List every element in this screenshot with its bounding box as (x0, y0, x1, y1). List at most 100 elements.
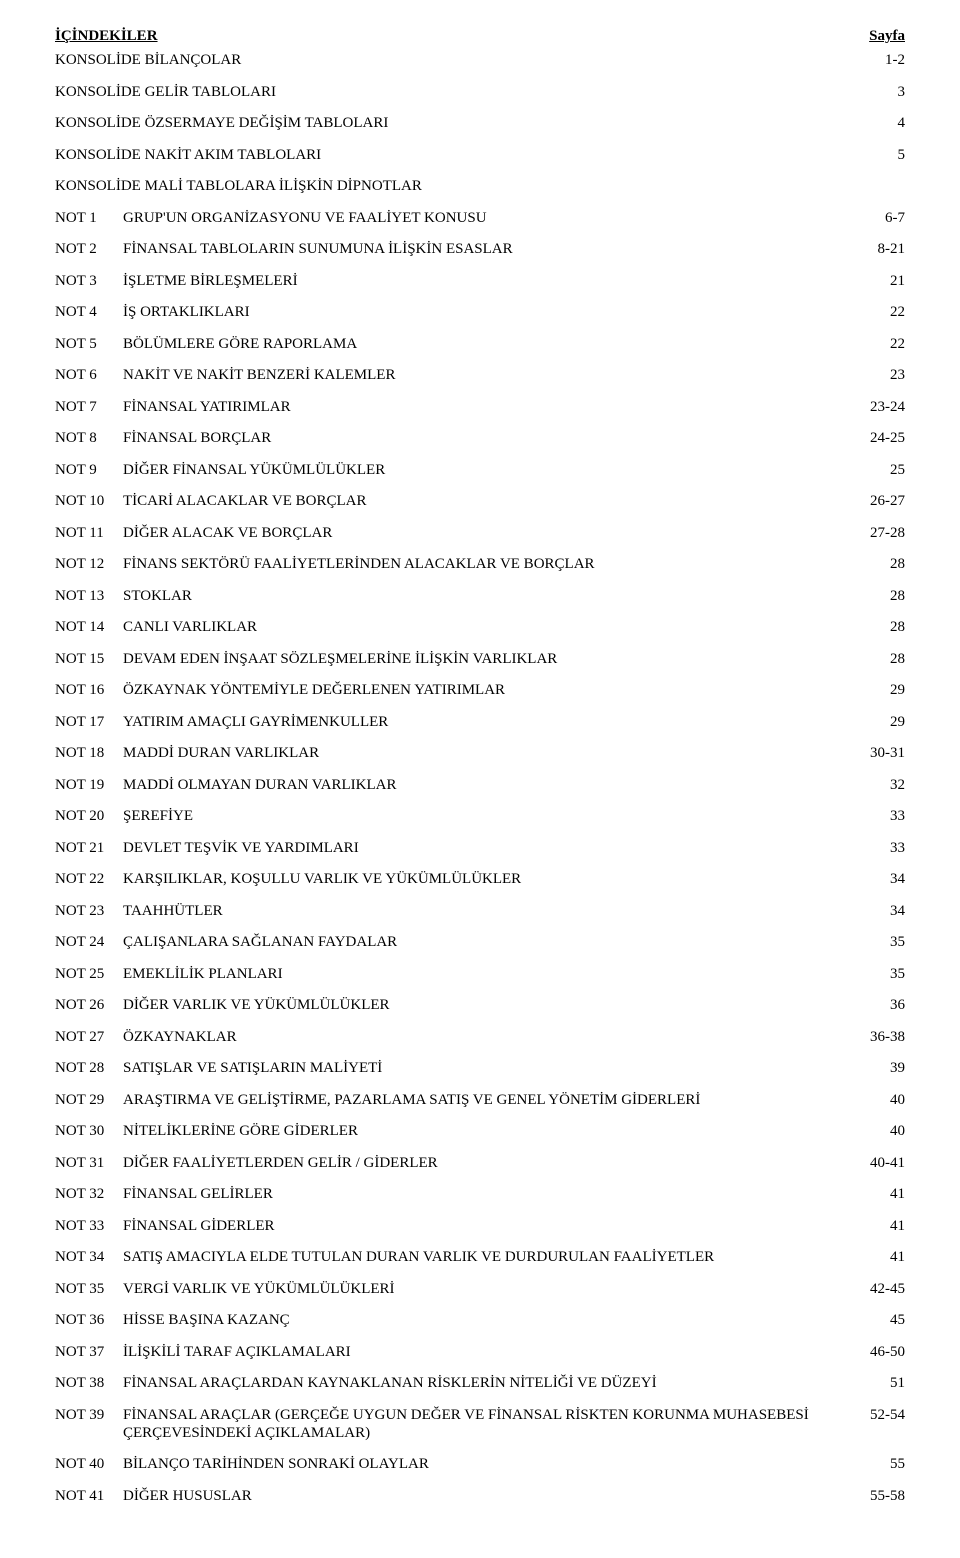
toc-entry: NOT 40BİLANÇO TARİHİNDEN SONRAKİ OLAYLAR… (55, 1455, 905, 1473)
toc-page: 29 (855, 681, 905, 699)
toc-page: 27-28 (855, 524, 905, 542)
toc-note-label: NOT 41 (55, 1487, 123, 1505)
toc-entry: NOT 4İŞ ORTAKLIKLARI22 (55, 303, 905, 321)
toc-page: 22 (855, 335, 905, 353)
toc-page: 41 (855, 1217, 905, 1235)
toc-title: TAAHHÜTLER (123, 902, 855, 920)
toc-title: KONSOLİDE ÖZSERMAYE DEĞİŞİM TABLOLARI (55, 114, 855, 132)
toc-entry: NOT 29ARAŞTIRMA VE GELİŞTİRME, PAZARLAMA… (55, 1091, 905, 1109)
toc-entry: NOT 1GRUP'UN ORGANİZASYONU VE FAALİYET K… (55, 209, 905, 227)
toc-page: 28 (855, 555, 905, 573)
toc-title: KONSOLİDE GELİR TABLOLARI (55, 83, 855, 101)
toc-page: 34 (855, 902, 905, 920)
toc-header: İÇİNDEKİLER Sayfa (55, 28, 905, 45)
toc-page: 22 (855, 303, 905, 321)
toc-title: DEVLET TEŞVİK VE YARDIMLARI (123, 839, 855, 857)
toc-title: EMEKLİLİK PLANLARI (123, 965, 855, 983)
toc-first-section: KONSOLİDE BİLANÇOLAR1-2KONSOLİDE GELİR T… (55, 51, 905, 195)
toc-entry: NOT 12FİNANS SEKTÖRÜ FAALİYETLERİNDEN AL… (55, 555, 905, 573)
toc-entry: NOT 38FİNANSAL ARAÇLARDAN KAYNAKLANAN Rİ… (55, 1374, 905, 1392)
toc-title: BİLANÇO TARİHİNDEN SONRAKİ OLAYLAR (123, 1455, 855, 1473)
toc-title: KARŞILIKLAR, KOŞULLU VARLIK VE YÜKÜMLÜLÜ… (123, 870, 855, 888)
toc-title: FİNANSAL YATIRIMLAR (123, 398, 855, 416)
toc-page: 55 (855, 1455, 905, 1473)
toc-note-label: NOT 26 (55, 996, 123, 1014)
toc-page: 55-58 (855, 1487, 905, 1505)
toc-entry: NOT 2FİNANSAL TABLOLARIN SUNUMUNA İLİŞKİ… (55, 240, 905, 258)
toc-page: 51 (855, 1374, 905, 1392)
toc-note-label: NOT 6 (55, 366, 123, 384)
toc-entry: NOT 24ÇALIŞANLARA SAĞLANAN FAYDALAR35 (55, 933, 905, 951)
toc-note-label: NOT 22 (55, 870, 123, 888)
toc-page: 40-41 (855, 1154, 905, 1172)
toc-entry: NOT 28SATIŞLAR VE SATIŞLARIN MALİYETİ39 (55, 1059, 905, 1077)
toc-note-label: NOT 8 (55, 429, 123, 447)
toc-note-label: NOT 15 (55, 650, 123, 668)
toc-entry: KONSOLİDE ÖZSERMAYE DEĞİŞİM TABLOLARI4 (55, 114, 905, 132)
toc-title: FİNANSAL ARAÇLAR (GERÇEĞE UYGUN DEĞER VE… (123, 1406, 855, 1442)
toc-title: KONSOLİDE MALİ TABLOLARA İLİŞKİN DİPNOTL… (55, 177, 855, 195)
toc-page: 6-7 (855, 209, 905, 227)
toc-note-label: NOT 38 (55, 1374, 123, 1392)
toc-title: FİNANS SEKTÖRÜ FAALİYETLERİNDEN ALACAKLA… (123, 555, 855, 573)
toc-page: 52-54 (855, 1406, 905, 1424)
toc-entry: NOT 21DEVLET TEŞVİK VE YARDIMLARI33 (55, 839, 905, 857)
toc-entry: KONSOLİDE NAKİT AKIM TABLOLARI5 (55, 146, 905, 164)
toc-note-label: NOT 29 (55, 1091, 123, 1109)
toc-page: 36 (855, 996, 905, 1014)
toc-title: FİNANSAL TABLOLARIN SUNUMUNA İLİŞKİN ESA… (123, 240, 855, 258)
toc-note-label: NOT 2 (55, 240, 123, 258)
toc-entry: NOT 11DİĞER ALACAK VE BORÇLAR27-28 (55, 524, 905, 542)
toc-note-label: NOT 13 (55, 587, 123, 605)
toc-title: HİSSE BAŞINA KAZANÇ (123, 1311, 855, 1329)
toc-page: 32 (855, 776, 905, 794)
toc-entry: NOT 35VERGİ VARLIK VE YÜKÜMLÜLÜKLERİ42-4… (55, 1280, 905, 1298)
toc-page: 1-2 (855, 51, 905, 69)
toc-title: DİĞER FİNANSAL YÜKÜMLÜLÜKLER (123, 461, 855, 479)
toc-note-label: NOT 1 (55, 209, 123, 227)
toc-page: 5 (855, 146, 905, 164)
toc-entry: NOT 20ŞEREFİYE33 (55, 807, 905, 825)
toc-title: FİNANSAL BORÇLAR (123, 429, 855, 447)
toc-page: 33 (855, 839, 905, 857)
toc-entry: NOT 39FİNANSAL ARAÇLAR (GERÇEĞE UYGUN DE… (55, 1406, 905, 1442)
toc-note-label: NOT 12 (55, 555, 123, 573)
toc-header-left: İÇİNDEKİLER (55, 28, 158, 45)
toc-page: 26-27 (855, 492, 905, 510)
toc-title: İŞLETME BİRLEŞMELERİ (123, 272, 855, 290)
toc-entry: NOT 25EMEKLİLİK PLANLARI35 (55, 965, 905, 983)
toc-entry: NOT 16ÖZKAYNAK YÖNTEMİYLE DEĞERLENEN YAT… (55, 681, 905, 699)
toc-title: YATIRIM AMAÇLI GAYRİMENKULLER (123, 713, 855, 731)
toc-page: 39 (855, 1059, 905, 1077)
toc-title: DİĞER VARLIK VE YÜKÜMLÜLÜKLER (123, 996, 855, 1014)
toc-entry: NOT 5BÖLÜMLERE GÖRE RAPORLAMA22 (55, 335, 905, 353)
toc-page: 40 (855, 1122, 905, 1140)
toc-title: NAKİT VE NAKİT BENZERİ KALEMLER (123, 366, 855, 384)
toc-entry: NOT 36HİSSE BAŞINA KAZANÇ45 (55, 1311, 905, 1329)
toc-page: 46-50 (855, 1343, 905, 1361)
toc-entry: NOT 30NİTELİKLERİNE GÖRE GİDERLER40 (55, 1122, 905, 1140)
toc-entry: KONSOLİDE MALİ TABLOLARA İLİŞKİN DİPNOTL… (55, 177, 905, 195)
toc-entry: NOT 3İŞLETME BİRLEŞMELERİ21 (55, 272, 905, 290)
toc-page: 28 (855, 650, 905, 668)
toc-note-label: NOT 17 (55, 713, 123, 731)
toc-note-label: NOT 27 (55, 1028, 123, 1046)
toc-title: İŞ ORTAKLIKLARI (123, 303, 855, 321)
toc-title: SATIŞLAR VE SATIŞLARIN MALİYETİ (123, 1059, 855, 1077)
toc-note-label: NOT 18 (55, 744, 123, 762)
toc-entry: NOT 10TİCARİ ALACAKLAR VE BORÇLAR26-27 (55, 492, 905, 510)
toc-page: 35 (855, 933, 905, 951)
toc-note-label: NOT 16 (55, 681, 123, 699)
toc-entry: NOT 9DİĞER FİNANSAL YÜKÜMLÜLÜKLER25 (55, 461, 905, 479)
toc-entry: NOT 41DİĞER HUSUSLAR55-58 (55, 1487, 905, 1505)
toc-entry: NOT 15DEVAM EDEN İNŞAAT SÖZLEŞMELERİNE İ… (55, 650, 905, 668)
toc-entry: NOT 26DİĞER VARLIK VE YÜKÜMLÜLÜKLER36 (55, 996, 905, 1014)
toc-title: ÖZKAYNAKLAR (123, 1028, 855, 1046)
toc-note-label: NOT 36 (55, 1311, 123, 1329)
toc-entry: NOT 32FİNANSAL GELİRLER41 (55, 1185, 905, 1203)
toc-note-label: NOT 25 (55, 965, 123, 983)
toc-title: ÇALIŞANLARA SAĞLANAN FAYDALAR (123, 933, 855, 951)
toc-entry: NOT 18MADDİ DURAN VARLIKLAR30-31 (55, 744, 905, 762)
toc-note-label: NOT 39 (55, 1406, 123, 1442)
toc-page: 23-24 (855, 398, 905, 416)
